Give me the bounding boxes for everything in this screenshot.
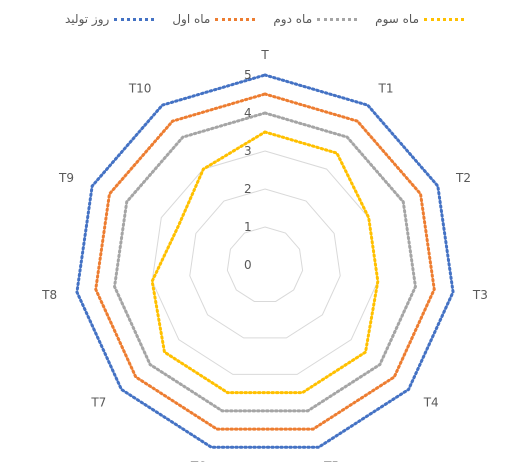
legend-label-series-4: ماه سوم (375, 12, 420, 26)
grid-ring-2 (189, 188, 341, 339)
legend-label-series-1: روز تولید (65, 12, 110, 26)
category-label-T4: T4 (423, 396, 439, 410)
legend-entry-series-1: روز تولید (65, 12, 155, 26)
legend-entry-series-2: ماه اول (172, 12, 256, 26)
category-label-T6: T6 (190, 459, 206, 462)
series-line-4 (150, 130, 380, 395)
tick-label-2: 2 (244, 182, 252, 196)
legend: ماه سوم ماه دوم ماه اول روز تولید (0, 8, 529, 30)
series-line-3 (112, 111, 418, 413)
legend-swatch-series-1 (114, 17, 155, 21)
legend-entry-series-3: ماه دوم (273, 12, 358, 26)
category-label-T1: T1 (378, 81, 394, 95)
legend-label-series-2: ماه اول (172, 12, 211, 26)
category-label-T2: T2 (455, 171, 471, 185)
legend-swatch-series-3 (317, 17, 358, 21)
legend-label-series-3: ماه دوم (273, 12, 313, 26)
category-label-T5: T5 (323, 459, 339, 462)
series-line-2 (94, 92, 436, 431)
legend-swatch-series-2 (215, 17, 256, 21)
category-label-T8: T8 (41, 288, 57, 302)
series-line-1 (75, 73, 455, 449)
category-label-T10: T10 (128, 81, 152, 95)
category-label-T3: T3 (472, 288, 488, 302)
tick-label-5: 5 (244, 68, 252, 82)
legend-entry-series-4: ماه سوم (375, 12, 465, 26)
legend-swatch-series-4 (424, 17, 465, 21)
category-label-T: T (260, 48, 269, 62)
radar-series (75, 73, 455, 449)
grid-ring-1 (226, 226, 304, 302)
grid-ring-3 (151, 150, 379, 375)
grid-ring-4 (114, 112, 416, 412)
category-label-T7: T7 (90, 396, 106, 410)
radial-tick-labels: 0 1 2 3 4 5 (244, 68, 252, 272)
category-label-T9: T9 (58, 171, 74, 185)
category-labels: T T1 T2 T3 T4 T5 T6 T7 T8 T9 T10 (41, 48, 488, 462)
tick-label-3: 3 (244, 144, 252, 158)
tick-label-0: 0 (244, 258, 252, 272)
tick-label-4: 4 (244, 106, 252, 120)
tick-label-1: 1 (244, 220, 252, 234)
